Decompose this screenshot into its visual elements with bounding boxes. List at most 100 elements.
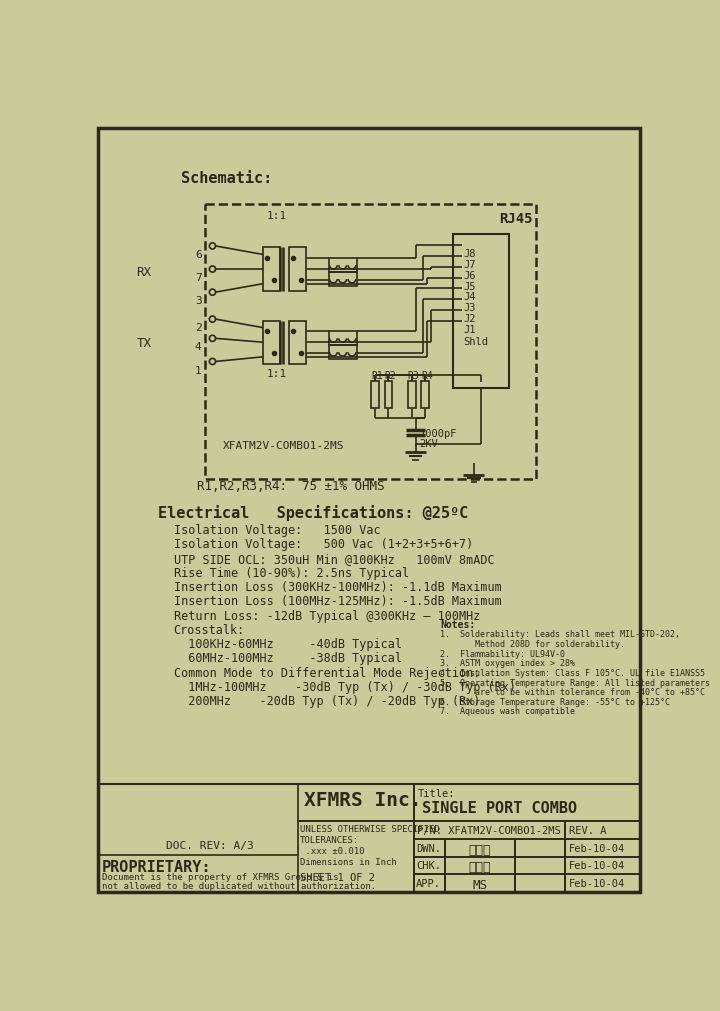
Text: Feb-10-04: Feb-10-04 (569, 843, 625, 853)
Text: Electrical   Specifications: @25ºC: Electrical Specifications: @25ºC (158, 504, 469, 521)
Text: 5.  Operating Temperature Range: All listed parameters: 5. Operating Temperature Range: All list… (441, 677, 711, 686)
Text: RJ45: RJ45 (499, 212, 533, 226)
Text: 4: 4 (195, 342, 202, 352)
Text: J7: J7 (464, 260, 476, 270)
Bar (384, 381, 392, 408)
Text: 3.  ASTM oxygen index > 28%: 3. ASTM oxygen index > 28% (441, 658, 575, 667)
Text: 废王布: 废王布 (469, 860, 491, 874)
Bar (565, 856, 640, 875)
Text: UNLESS OTHERWISE SPECIFIED: UNLESS OTHERWISE SPECIFIED (300, 824, 440, 833)
Text: 6: 6 (195, 250, 202, 260)
Bar (408, 381, 415, 408)
Text: Method 208D for solderability.: Method 208D for solderability. (441, 639, 625, 648)
Bar (515, 856, 565, 875)
Text: Isolation Voltage:   1500 Vac: Isolation Voltage: 1500 Vac (174, 524, 380, 537)
Text: 李小锔: 李小锔 (469, 843, 491, 856)
Text: Document is the property of XFMRS Group & is: Document is the property of XFMRS Group … (102, 872, 338, 882)
Text: REV. A: REV. A (569, 825, 606, 835)
Bar (565, 875, 640, 892)
Bar (263, 249, 280, 291)
Text: DWN.: DWN. (416, 843, 441, 853)
Text: 2: 2 (195, 323, 202, 333)
Text: Insertion Loss (100MHz-125MHz): -1.5dB Maximum: Insertion Loss (100MHz-125MHz): -1.5dB M… (174, 594, 501, 608)
Text: R2: R2 (384, 371, 396, 380)
Text: CHK.: CHK. (416, 860, 441, 870)
Text: Insertion Loss (300KHz-100MHz): -1.1dB Maximum: Insertion Loss (300KHz-100MHz): -1.1dB M… (174, 580, 501, 593)
Text: P/N: XFATM2V-COMBO1-2MS: P/N: XFATM2V-COMBO1-2MS (417, 825, 561, 835)
Text: are to be within tolerance from -40°C to +85°C: are to be within tolerance from -40°C to… (441, 687, 706, 697)
Text: R3: R3 (408, 371, 420, 380)
Text: J3: J3 (464, 303, 476, 312)
Text: Shld: Shld (464, 337, 489, 347)
Text: 3: 3 (195, 296, 202, 306)
Bar (297, 785, 414, 821)
Bar (204, 204, 536, 480)
Text: PROPRIETARY:: PROPRIETARY: (102, 859, 211, 874)
Bar (414, 821, 565, 839)
Text: DOC. REV: A/3: DOC. REV: A/3 (166, 840, 254, 850)
Text: 60MHz-100MHz     -38dB Typical: 60MHz-100MHz -38dB Typical (174, 652, 402, 664)
Text: Rise Time (10-90%): 2.5ns Typical: Rise Time (10-90%): 2.5ns Typical (174, 566, 409, 579)
Text: J5: J5 (464, 281, 476, 291)
Text: J2: J2 (464, 313, 476, 324)
Bar (329, 332, 356, 346)
Text: XFATM2V-COMBO1-2MS: XFATM2V-COMBO1-2MS (223, 441, 345, 451)
Bar (445, 875, 515, 892)
Bar (263, 321, 280, 364)
Text: TX: TX (137, 337, 151, 350)
Text: 1000pF: 1000pF (419, 429, 457, 438)
Text: Isolation Voltage:   500 Vac (1+2+3+5+6+7): Isolation Voltage: 500 Vac (1+2+3+5+6+7) (174, 538, 473, 551)
Bar (515, 839, 565, 856)
Bar (289, 321, 306, 364)
Text: SHEET 1 OF 2: SHEET 1 OF 2 (300, 872, 375, 882)
Text: Crosstalk:: Crosstalk: (174, 623, 245, 636)
Text: 1:1: 1:1 (266, 210, 287, 220)
Text: SINGLE PORT COMBO: SINGLE PORT COMBO (422, 800, 577, 815)
Bar (329, 273, 356, 287)
Bar (565, 839, 640, 856)
Bar (329, 346, 356, 360)
Bar (445, 856, 515, 875)
Bar (453, 236, 508, 389)
Bar (414, 839, 445, 856)
Text: 100KHz-60MHz     -40dB Typical: 100KHz-60MHz -40dB Typical (174, 638, 402, 650)
Text: .xxx ±0.010: .xxx ±0.010 (300, 846, 364, 855)
Text: J6: J6 (464, 271, 476, 280)
Text: not allowed to be duplicated without authorization.: not allowed to be duplicated without aut… (102, 882, 376, 891)
Text: 1:1: 1:1 (266, 369, 287, 379)
Text: Common Mode to Differential Mode Rejection:: Common Mode to Differential Mode Rejecti… (174, 666, 480, 679)
Text: 7: 7 (195, 273, 202, 283)
Text: RX: RX (137, 266, 151, 279)
Text: Feb-10-04: Feb-10-04 (569, 879, 625, 889)
Text: 1MHz-100MHz    -30dB Typ (Tx) / -30dB Typ (Rx): 1MHz-100MHz -30dB Typ (Tx) / -30dB Typ (… (174, 680, 516, 694)
Text: J4: J4 (464, 292, 476, 302)
Text: APP.: APP. (416, 879, 441, 889)
Bar (515, 875, 565, 892)
Bar (297, 821, 414, 892)
Text: 6.  Storage Temperature Range: -55°C to +125°C: 6. Storage Temperature Range: -55°C to +… (441, 698, 670, 706)
Bar (414, 785, 640, 821)
Text: R1: R1 (372, 371, 383, 380)
Text: 2KV: 2KV (419, 438, 438, 448)
Bar (445, 839, 515, 856)
Text: Feb-10-04: Feb-10-04 (569, 860, 625, 870)
Bar (414, 875, 445, 892)
Bar (372, 381, 379, 408)
Text: 4.  Insulation System: Class F 105°C. UL file E1ANSS5: 4. Insulation System: Class F 105°C. UL … (441, 668, 706, 677)
Text: TOLERANCES:: TOLERANCES: (300, 835, 359, 844)
Text: Dimensions in Inch: Dimensions in Inch (300, 856, 397, 865)
Text: Return Loss: -12dB Typical @300KHz — 100MHz: Return Loss: -12dB Typical @300KHz — 100… (174, 609, 480, 622)
Text: 200MHz    -20dB Typ (Tx) / -20dB Typ (Rx): 200MHz -20dB Typ (Tx) / -20dB Typ (Rx) (174, 695, 480, 708)
Text: J1: J1 (464, 325, 476, 335)
Text: Title:: Title: (418, 789, 455, 799)
Bar (565, 821, 640, 839)
Text: R4: R4 (421, 371, 433, 380)
Bar (414, 856, 445, 875)
Text: 1: 1 (195, 365, 202, 375)
Bar (329, 259, 356, 273)
Text: XFMRS Inc.: XFMRS Inc. (304, 791, 421, 810)
Text: R1,R2,R3,R4:  75 ±1% OHMS: R1,R2,R3,R4: 75 ±1% OHMS (197, 480, 384, 492)
Text: 1.  Solderability: Leads shall meet MIL-STD-202,: 1. Solderability: Leads shall meet MIL-S… (441, 630, 680, 639)
Text: 2.  Flammability: UL94V-0: 2. Flammability: UL94V-0 (441, 649, 565, 658)
Text: MS: MS (472, 879, 487, 892)
